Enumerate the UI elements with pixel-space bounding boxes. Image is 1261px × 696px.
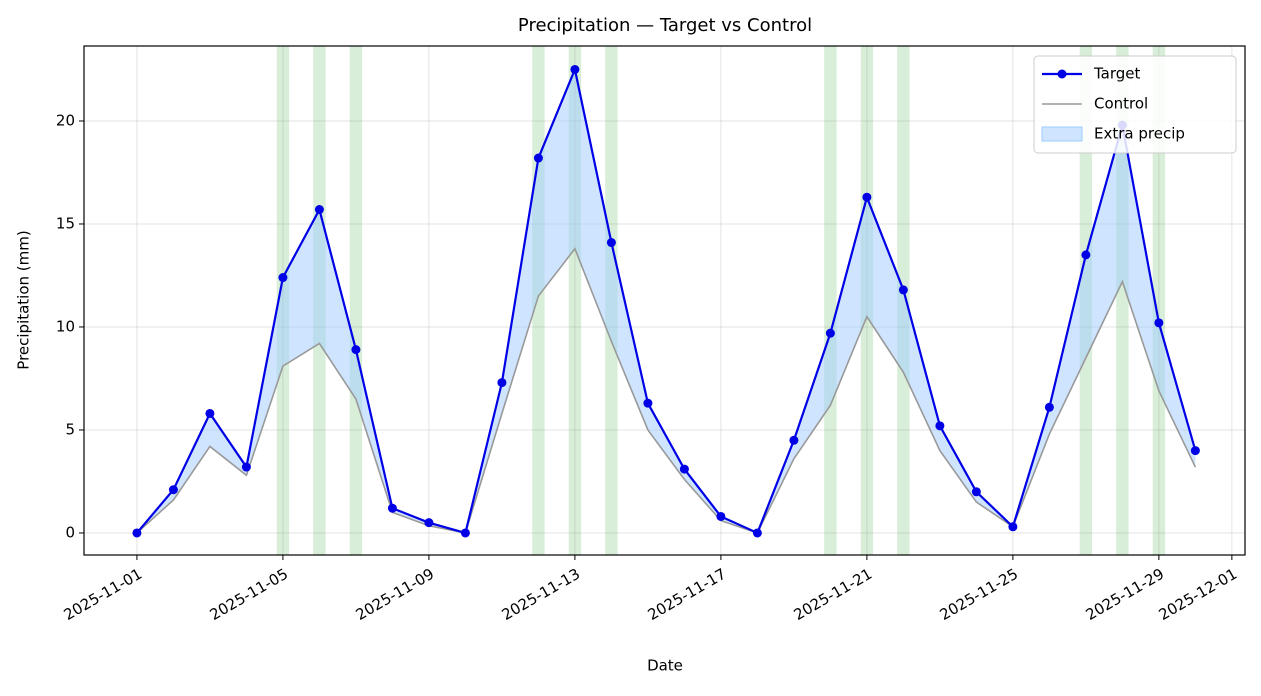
target-marker — [570, 64, 580, 74]
target-marker — [789, 435, 799, 445]
target-marker — [862, 192, 872, 202]
target-marker — [752, 528, 762, 538]
target-marker — [1190, 446, 1200, 456]
highlight-span — [349, 46, 363, 555]
target-marker — [1154, 318, 1164, 328]
target-marker — [424, 518, 434, 528]
legend-label: Control — [1094, 95, 1148, 113]
legend-label: Extra precip — [1094, 125, 1185, 143]
target-marker — [935, 421, 945, 431]
target-marker — [971, 487, 981, 497]
target-marker — [1044, 402, 1054, 412]
target-marker — [132, 528, 142, 538]
x-tick-label: 2025-12-01 — [1156, 565, 1241, 624]
target-marker — [679, 464, 689, 474]
target-line — [136, 65, 1197, 535]
x-tick-label: 2025-11-17 — [645, 565, 730, 624]
y-tick-label: 15 — [56, 214, 75, 232]
target-marker — [314, 205, 324, 215]
x-tick-label: 2025-11-13 — [499, 565, 584, 624]
chart-title: Precipitation — Target vs Control — [518, 15, 812, 36]
highlight-span — [1152, 46, 1166, 555]
target-marker — [387, 503, 397, 513]
target-marker — [497, 378, 507, 388]
x-tick-label: 2025-11-05 — [207, 565, 292, 624]
target-marker — [898, 285, 908, 295]
target-marker — [533, 153, 543, 163]
y-tick-label: 20 — [56, 111, 75, 129]
x-tick-label: 2025-11-09 — [353, 565, 438, 624]
x-tick-label: 2025-11-21 — [791, 565, 876, 624]
extra-fill — [136, 69, 1196, 533]
target-marker — [606, 238, 616, 248]
target-marker — [643, 398, 653, 408]
highlight-span — [824, 46, 837, 555]
legend-label: Target — [1093, 65, 1141, 83]
control-line — [136, 247, 1197, 534]
target-marker — [460, 528, 470, 538]
y-tick-label: 0 — [65, 523, 75, 541]
target-marker — [351, 345, 361, 355]
legend-swatch — [1041, 126, 1083, 142]
y-tick-label: 10 — [56, 317, 75, 335]
x-tick-label: 2025-11-25 — [937, 565, 1022, 624]
target-marker — [205, 408, 215, 418]
target-marker — [825, 328, 835, 338]
target-marker — [1008, 522, 1018, 532]
target-marker — [168, 485, 178, 495]
target-marker — [1081, 250, 1091, 260]
target-marker — [241, 462, 251, 472]
legend-box — [1033, 55, 1237, 154]
y-axis-label: Precipitation (mm) — [15, 230, 33, 369]
target-marker — [278, 273, 288, 283]
x-tick-label: 2025-11-29 — [1083, 565, 1168, 624]
plot-frame — [83, 45, 1246, 556]
y-tick-label: 5 — [65, 420, 75, 438]
legend-marker — [1057, 69, 1067, 79]
x-axis-label: Date — [647, 657, 683, 675]
x-tick-label: 2025-11-01 — [61, 565, 146, 624]
target-marker — [716, 511, 726, 521]
